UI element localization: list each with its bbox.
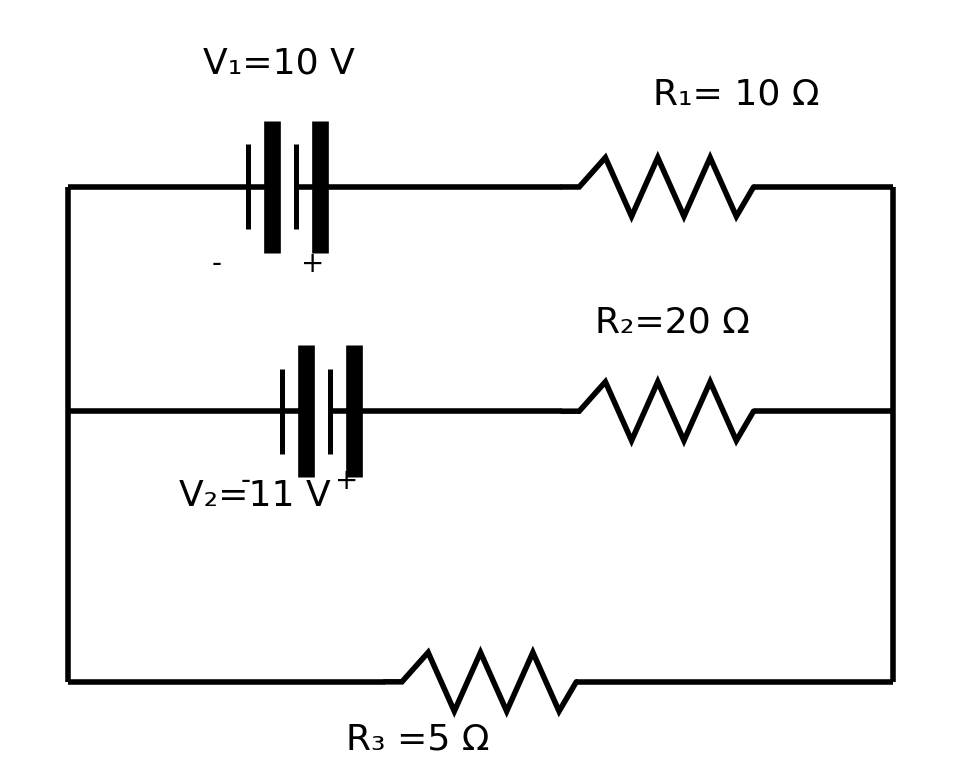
Text: V₁=10 V: V₁=10 V: [203, 47, 355, 80]
Text: R₁= 10 Ω: R₁= 10 Ω: [653, 77, 820, 111]
Text: R₃ =5 Ω: R₃ =5 Ω: [346, 722, 490, 757]
Text: +: +: [334, 467, 358, 495]
Text: -: -: [212, 251, 222, 279]
Text: V₂=11 V: V₂=11 V: [179, 480, 331, 513]
Text: +: +: [301, 251, 325, 279]
Text: -: -: [241, 467, 251, 495]
Text: R₂=20 Ω: R₂=20 Ω: [596, 305, 751, 339]
